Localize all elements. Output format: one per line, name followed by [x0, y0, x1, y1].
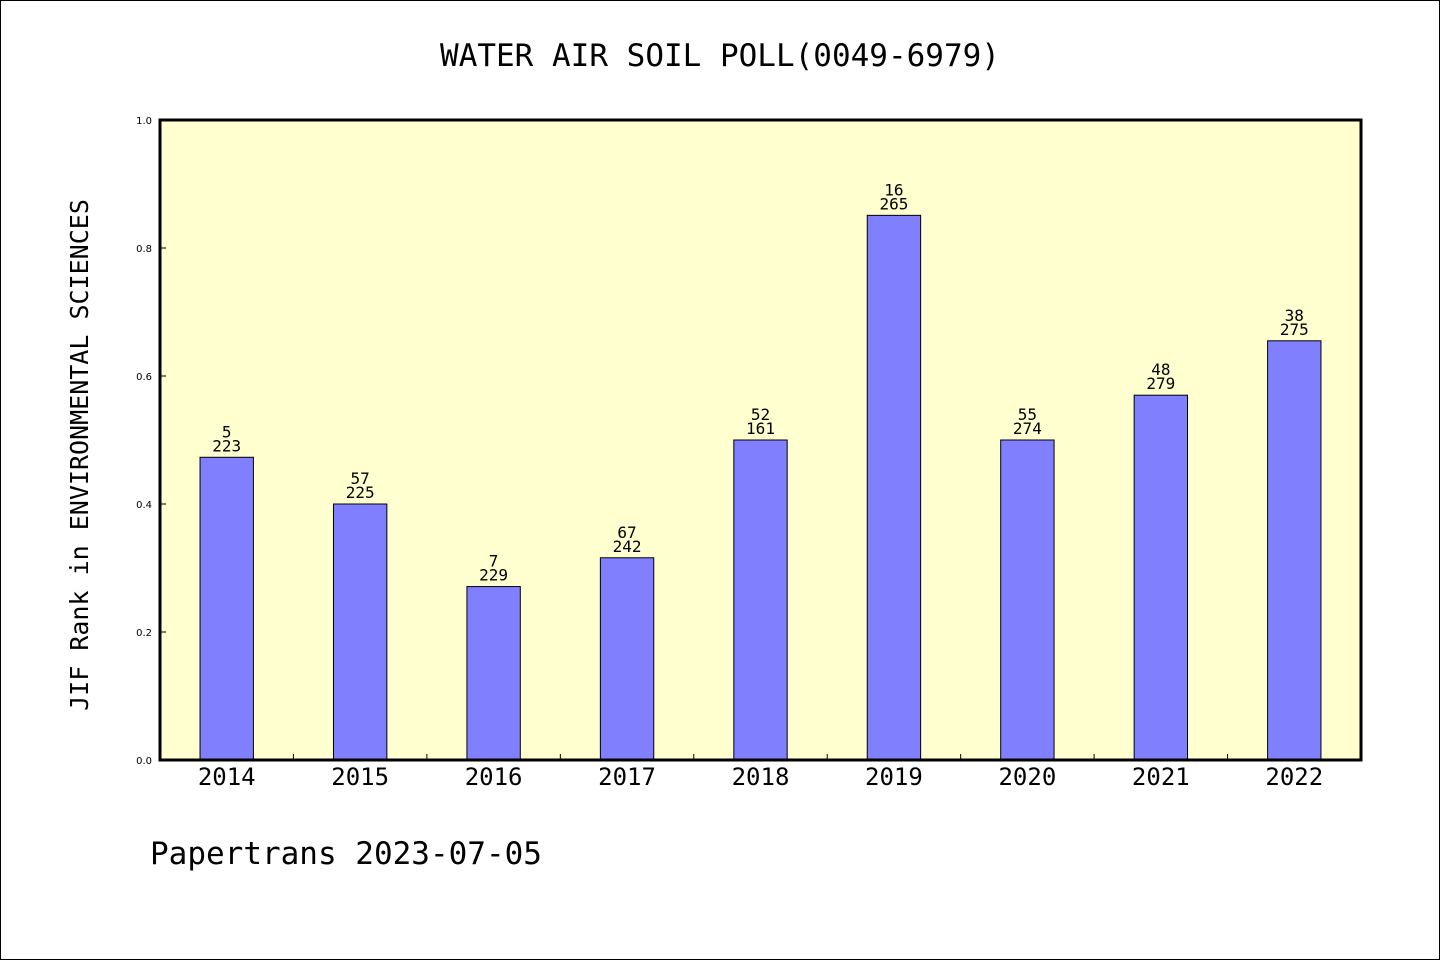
bar	[1000, 439, 1055, 761]
y-tick-label: 0.0	[136, 756, 152, 767]
chart-title: WATER AIR SOIL POLL(0049-6979)	[440, 38, 1000, 74]
bar-rank-label: 38	[1285, 306, 1304, 325]
bar-rank-label: 48	[1151, 360, 1170, 379]
x-tick-label: 2020	[998, 763, 1056, 791]
x-tick-label: 2016	[465, 763, 523, 791]
x-tick-label: 2021	[1132, 763, 1190, 791]
bar	[866, 214, 922, 761]
x-ticks-group: 2014 2015 2016 2017 2018 2019 2020 2021 2022	[198, 754, 1323, 791]
x-tick-label: 2017	[598, 763, 656, 791]
bar-total-label: 265	[879, 194, 908, 213]
x-tick-label: 2022	[1265, 763, 1323, 791]
bar-total-label: 225	[346, 483, 375, 502]
y-tick-label: 0.8	[136, 244, 152, 255]
bar-rank-label: 5	[222, 422, 232, 441]
bar-total-label: 275	[1280, 320, 1309, 339]
plot-border	[158, 118, 1363, 762]
bar-total-label: 242	[613, 537, 642, 556]
bar	[733, 439, 788, 761]
bar-rank-label: 16	[884, 180, 903, 199]
bar	[1133, 394, 1189, 761]
bar-total-label: 274	[1013, 419, 1042, 438]
x-tick-label: 2019	[865, 763, 923, 791]
bar	[1267, 340, 1322, 761]
bar-rank-label: 67	[617, 523, 636, 542]
y-tick-label: 0.6	[136, 372, 152, 383]
x-tick-label: 2015	[331, 763, 389, 791]
y-tick-label: 1.0	[136, 116, 152, 127]
y-tick-label: 0.4	[136, 500, 152, 511]
bar	[199, 456, 254, 761]
y-axis-label: JIF Rank in ENVIRONMENTAL SCIENCES	[65, 199, 94, 711]
bar-total-label: 229	[479, 566, 508, 585]
bar-total-label: 279	[1146, 374, 1175, 393]
y-tick-label: 0.2	[136, 628, 152, 639]
bar-rank-label: 7	[489, 552, 499, 571]
bar-total-label: 161	[746, 419, 775, 438]
bar-rank-label: 52	[751, 405, 770, 424]
x-tick-label: 2014	[198, 763, 256, 791]
footer-text: Papertrans 2023-07-05	[150, 836, 542, 872]
bar	[332, 503, 388, 761]
bar	[599, 557, 655, 761]
bar-rank-label: 57	[351, 469, 370, 488]
bar	[466, 586, 521, 761]
bar-rank-label: 55	[1018, 405, 1037, 424]
bar-total-label: 223	[212, 436, 241, 455]
x-tick-label: 2018	[732, 763, 790, 791]
